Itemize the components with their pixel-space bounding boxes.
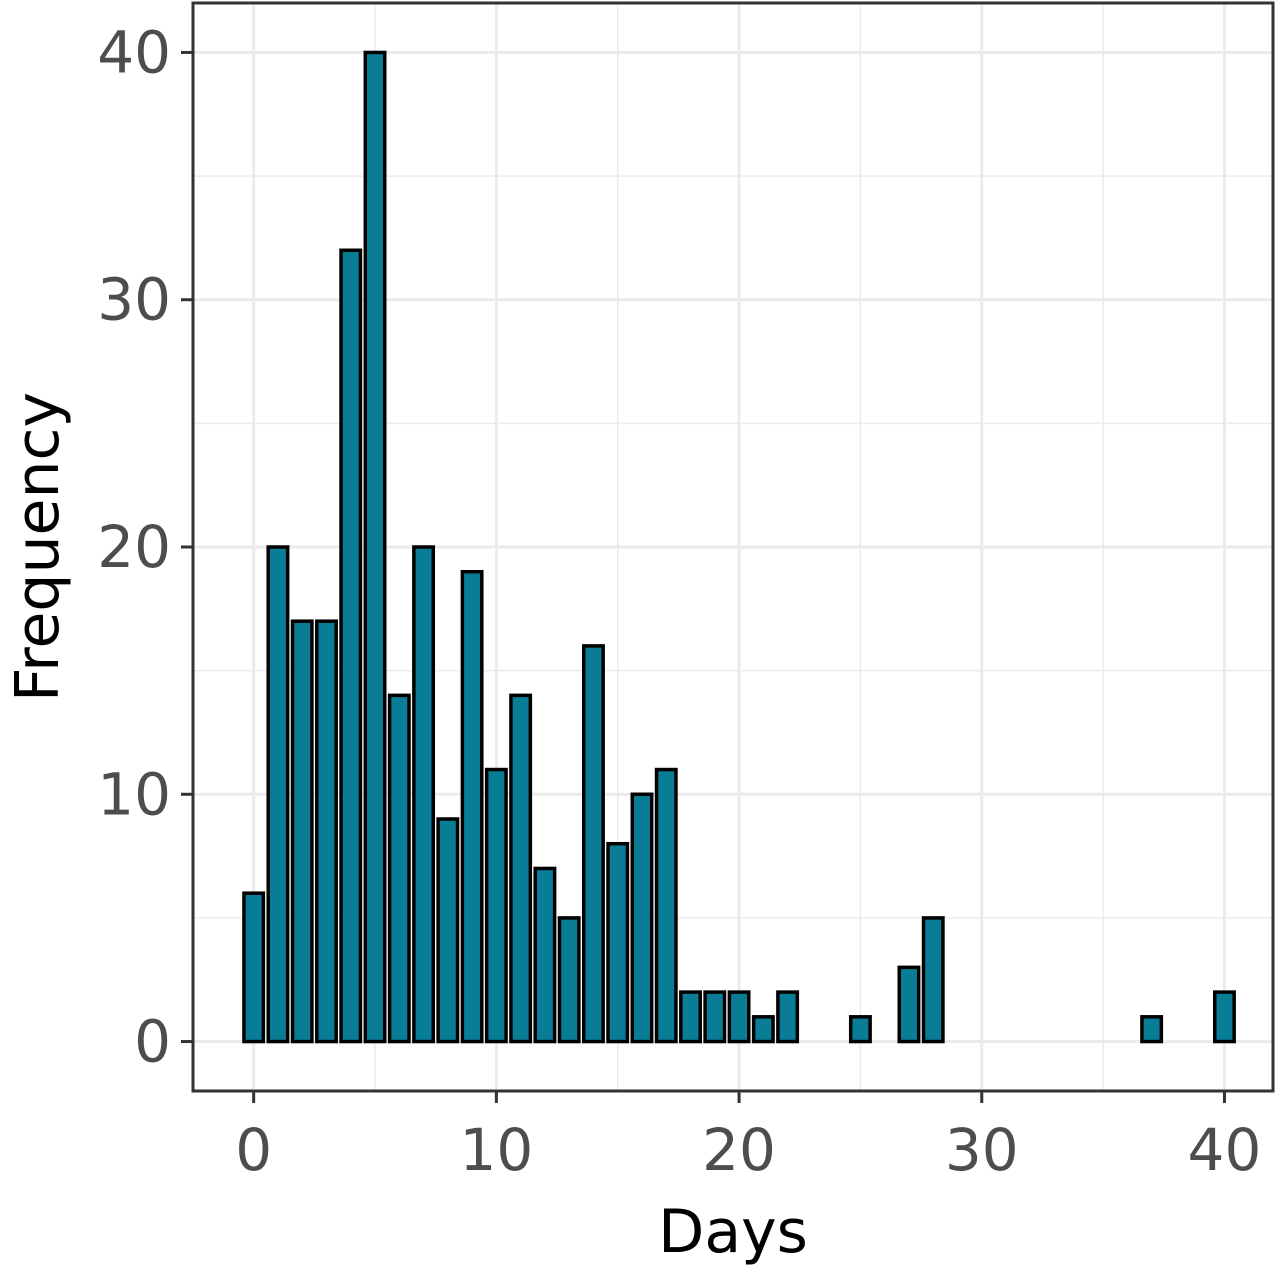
bar: [727, 990, 751, 1044]
bar: [776, 990, 800, 1044]
bar: [412, 545, 436, 1044]
x-tick-label: 0: [235, 1116, 272, 1184]
bar: [581, 644, 605, 1044]
bar: [751, 1015, 775, 1044]
y-tick-label: 40: [97, 18, 171, 86]
bar: [703, 990, 727, 1044]
bar: [921, 916, 945, 1044]
bar: [436, 817, 460, 1044]
x-axis-title: Days: [658, 1197, 808, 1267]
bar: [242, 891, 266, 1044]
bar: [1213, 990, 1236, 1044]
y-tick-label: 10: [97, 760, 171, 828]
bars: [242, 50, 1236, 1044]
bar: [533, 866, 557, 1044]
y-tick-labels: 0 10 20 30 40: [97, 18, 171, 1075]
x-tick-label: 30: [945, 1116, 1019, 1184]
bar: [679, 990, 702, 1044]
x-tick-labels: 0 10 20 30 40: [235, 1116, 1261, 1184]
x-tick-label: 40: [1188, 1116, 1262, 1184]
bar: [897, 965, 921, 1044]
bar: [290, 619, 314, 1044]
y-tick-label: 0: [134, 1008, 171, 1076]
bar: [339, 248, 363, 1044]
y-tick-label: 20: [97, 513, 171, 581]
bar: [266, 545, 290, 1044]
x-tick-label: 10: [459, 1116, 533, 1184]
x-tick-label: 20: [702, 1116, 776, 1184]
bar: [484, 767, 508, 1044]
bar: [848, 1015, 872, 1044]
bar: [557, 916, 581, 1044]
bar: [363, 50, 387, 1044]
bar: [460, 569, 484, 1044]
bar: [1140, 1015, 1164, 1044]
bar: [387, 693, 411, 1044]
bar: [606, 841, 630, 1044]
tick-marks: [181, 50, 1226, 1103]
y-axis-title: Frequency: [3, 392, 73, 702]
bar: [654, 767, 678, 1044]
bar: [315, 619, 338, 1044]
bar: [509, 693, 533, 1044]
y-tick-label: 30: [97, 266, 171, 334]
bar: [630, 792, 654, 1044]
